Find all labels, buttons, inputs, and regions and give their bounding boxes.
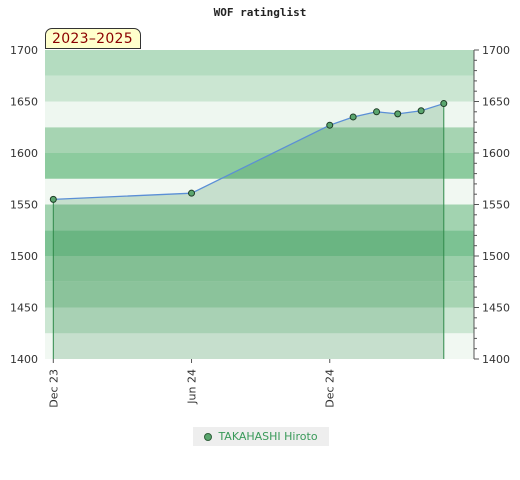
band bbox=[45, 307, 474, 334]
chart-title: WOF ratinglist bbox=[213, 6, 307, 19]
y-tick-label-right: 1600 bbox=[482, 147, 510, 160]
data-point bbox=[440, 100, 448, 108]
y-tick-label-right: 1500 bbox=[482, 250, 510, 263]
band bbox=[45, 256, 474, 282]
band bbox=[45, 127, 474, 153]
y-tick-label-right: 1550 bbox=[482, 199, 510, 212]
y-tick-label-left: 1700 bbox=[10, 44, 38, 57]
band bbox=[45, 75, 474, 102]
y-tick-label-right: 1450 bbox=[482, 302, 510, 315]
series-path bbox=[53, 102, 444, 200]
series-line bbox=[53, 102, 444, 200]
y-tick-label-left: 1400 bbox=[10, 353, 38, 366]
data-point bbox=[417, 107, 425, 115]
area-path bbox=[53, 103, 444, 359]
band bbox=[45, 101, 474, 128]
x-tick-label: Jun 24 bbox=[186, 369, 199, 405]
y-tick-label-left: 1550 bbox=[10, 199, 38, 212]
y-axis-left: 1400 1450 1500 1550 1600 1650 1700 bbox=[10, 44, 38, 366]
band bbox=[45, 281, 474, 308]
background-bands bbox=[45, 50, 474, 359]
legend: TAKAHASHI Hiroto bbox=[193, 427, 329, 446]
drop-lines bbox=[52, 103, 445, 359]
period-badge: 2023–2025 bbox=[45, 28, 141, 49]
y-tick-label-right: 1650 bbox=[482, 96, 510, 109]
band bbox=[45, 178, 474, 205]
legend-marker bbox=[204, 432, 213, 441]
data-points bbox=[49, 100, 448, 203]
area-fill bbox=[53, 103, 444, 359]
data-point bbox=[373, 108, 381, 116]
band bbox=[45, 230, 474, 256]
band bbox=[45, 153, 474, 179]
y-axis-right: 1400 1450 1500 1550 1600 1650 1700 bbox=[473, 44, 510, 366]
data-point bbox=[188, 189, 196, 197]
y-tick-label-left: 1450 bbox=[10, 302, 38, 315]
y-tick-label-right: 1700 bbox=[482, 44, 510, 57]
x-axis: Dec 23 Jun 24 Dec 24 bbox=[47, 359, 337, 408]
x-tick-label: Dec 23 bbox=[47, 369, 60, 408]
y-tick-label-left: 1650 bbox=[10, 96, 38, 109]
x-tick-label: Dec 24 bbox=[324, 369, 337, 408]
data-point bbox=[394, 110, 402, 118]
y-tick-label-left: 1600 bbox=[10, 147, 38, 160]
band bbox=[45, 50, 474, 76]
data-point bbox=[326, 121, 334, 129]
data-point bbox=[49, 195, 57, 203]
legend-label: TAKAHASHI Hiroto bbox=[218, 430, 318, 443]
y-tick-label-right: 1400 bbox=[482, 353, 510, 366]
data-point bbox=[349, 113, 357, 121]
band bbox=[45, 333, 474, 359]
band bbox=[45, 204, 474, 231]
y-tick-label-left: 1500 bbox=[10, 250, 38, 263]
